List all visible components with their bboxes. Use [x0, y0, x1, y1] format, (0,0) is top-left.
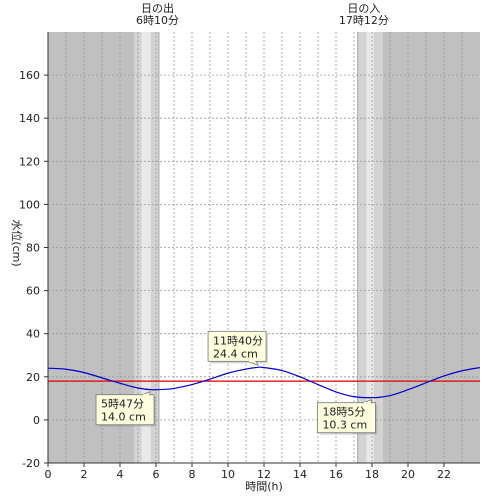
y-tick-label: 60: [26, 285, 40, 298]
callout-time: 5時47分: [101, 398, 144, 411]
x-tick-label: 8: [189, 468, 196, 481]
x-tick-label: 22: [437, 468, 451, 481]
sunrise-label: 日の出: [141, 1, 174, 15]
callout-value: 10.3 cm: [322, 419, 367, 432]
x-tick-label: 10: [221, 468, 235, 481]
y-tick-label: 120: [19, 155, 40, 168]
x-tick-label: 4: [117, 468, 124, 481]
y-tick-label: -20: [22, 457, 40, 470]
tide-line-0: [47, 366, 481, 399]
axes: -20 0 20 40 60 80 100 120 140 160 0 2 4 6 8 10 12 14 16 18 2…: [19, 32, 480, 481]
callout-time: 18時5分: [322, 406, 365, 419]
sunrise-time: 6時10分: [136, 14, 179, 27]
y-tick-label: 20: [26, 371, 40, 384]
y-axis-title: 水位(cm): [10, 219, 24, 266]
callout-value: 14.0 cm: [101, 411, 146, 424]
x-tick-label: 12: [257, 468, 271, 481]
tide-series-layer: [47, 366, 481, 399]
shade-band-6: [373, 32, 383, 463]
y-tick-label: 140: [19, 112, 40, 125]
y-tick-label: 0: [33, 414, 40, 427]
callout-box: [95, 394, 155, 426]
x-tick-label: 0: [45, 468, 52, 481]
y-tick-label: 100: [19, 198, 40, 211]
shade-band-0: [48, 32, 135, 463]
callout-value: 24.4 cm: [213, 347, 258, 360]
x-tick-label: 20: [401, 468, 415, 481]
x-tick-label: 14: [293, 468, 307, 481]
sunset-label: 日の入: [347, 2, 380, 15]
x-tick-label: 18: [365, 468, 379, 481]
callout-box: [317, 402, 376, 434]
sunset-time: 17時12分: [339, 14, 389, 27]
shade-band-2: [141, 32, 151, 463]
y-tick-label: 80: [26, 242, 40, 255]
y-tick-label: 40: [26, 328, 40, 341]
shade-band-5: [366, 32, 374, 463]
callout-time: 11時40分: [213, 334, 263, 347]
x-tick-label: 16: [329, 468, 343, 481]
shade-band-4: [357, 32, 367, 463]
x-tick-label: 2: [81, 468, 88, 481]
shade-band-3: [150, 32, 160, 463]
callout-box: [207, 330, 267, 362]
x-tick-label: 6: [153, 468, 160, 481]
y-tick-label: 160: [19, 69, 40, 82]
x-axis-title: 時間(h): [245, 480, 283, 493]
shade-band-7: [382, 32, 480, 463]
